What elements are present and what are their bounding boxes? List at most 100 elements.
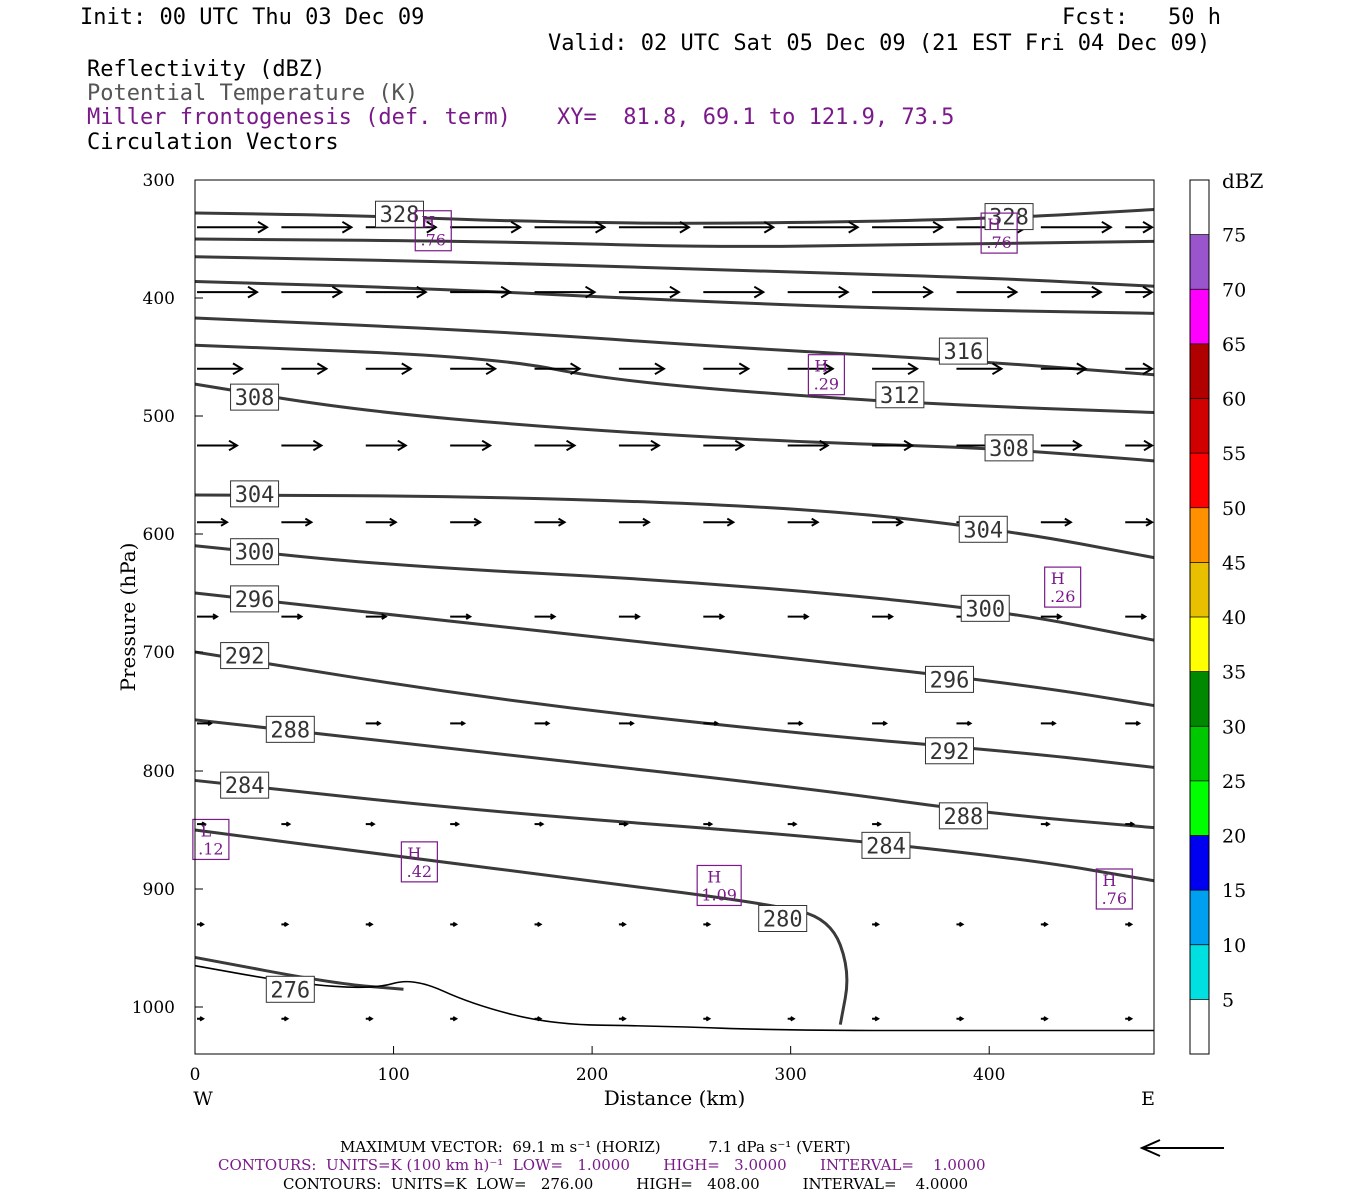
frontogenesis-box bbox=[1044, 566, 1082, 608]
colorbar-segment bbox=[1190, 671, 1209, 727]
vector-arrow bbox=[450, 720, 467, 727]
y-tick-label: 400 bbox=[143, 289, 175, 309]
vector-arrow bbox=[534, 362, 582, 376]
vector-head bbox=[669, 285, 681, 299]
vector-head bbox=[876, 821, 883, 827]
vector-head bbox=[207, 720, 213, 727]
theta-contour-304 bbox=[194, 493, 1155, 560]
vector-head bbox=[679, 220, 691, 234]
terrain-line bbox=[194, 964, 1154, 1032]
vector-arrow bbox=[787, 720, 804, 727]
theta-contour-280 bbox=[194, 828, 849, 1025]
vector-head bbox=[312, 439, 324, 452]
vector-head bbox=[1143, 439, 1154, 452]
vector-arrow bbox=[787, 613, 810, 620]
vector-arrow bbox=[703, 362, 751, 376]
x-axis-west-label: W bbox=[193, 1088, 213, 1110]
contour-label: 296 bbox=[930, 668, 970, 693]
vector-head bbox=[558, 517, 567, 527]
frontogenesis-value: .76 bbox=[421, 231, 446, 250]
vector-arrow bbox=[450, 439, 493, 452]
vector-arrow bbox=[618, 821, 629, 827]
vector-head bbox=[285, 821, 292, 827]
contour-label-box bbox=[960, 594, 1010, 622]
contour-label-box bbox=[220, 771, 270, 799]
vector-arrow bbox=[450, 821, 461, 827]
colorbar-segment bbox=[1190, 890, 1209, 945]
field-reflectivity: Reflectivity (dBZ) bbox=[87, 57, 326, 82]
contour-label-box bbox=[230, 538, 280, 566]
vector-arrow bbox=[281, 285, 344, 299]
vector-arrow bbox=[956, 921, 965, 928]
vector-head bbox=[811, 517, 820, 527]
vector-arrow bbox=[618, 1016, 627, 1022]
vector-arrow bbox=[618, 439, 661, 452]
vector-head bbox=[368, 921, 374, 928]
contour-label: 300 bbox=[965, 597, 1005, 622]
contour-label: 280 bbox=[763, 908, 803, 933]
vector-arrow bbox=[197, 921, 205, 928]
contour-label: 276 bbox=[270, 978, 310, 1003]
vector-head bbox=[1064, 517, 1073, 527]
colorbar-segment bbox=[1190, 343, 1209, 399]
vector-head bbox=[550, 613, 557, 620]
vector-arrow bbox=[872, 921, 881, 928]
vector-head bbox=[823, 362, 835, 376]
vector-arrow bbox=[618, 517, 651, 527]
cross-section-endpoints: XY= 81.8, 69.1 to 121.9, 73.5 bbox=[557, 105, 955, 130]
frontogenesis-kind: H bbox=[1051, 569, 1065, 588]
vector-head bbox=[370, 821, 376, 827]
theta-contour-unlabeled-3 bbox=[194, 279, 1155, 315]
colorbar-level-label: 50 bbox=[1222, 498, 1246, 520]
vector-head bbox=[790, 1016, 796, 1022]
x-tick-label: 100 bbox=[377, 1065, 409, 1085]
vector-arrow bbox=[197, 517, 229, 527]
contour-label: 296 bbox=[235, 588, 275, 613]
vector-head bbox=[304, 517, 314, 527]
theta-contour-unlabeled-2 bbox=[194, 255, 1155, 288]
vector-arrow bbox=[197, 285, 259, 299]
contour-label-box bbox=[230, 585, 280, 613]
vector-head bbox=[199, 921, 205, 928]
vector-arrow bbox=[1125, 720, 1142, 727]
vector-arrow bbox=[365, 439, 408, 452]
colorbar-segment bbox=[1190, 726, 1209, 781]
vector-arrow bbox=[1125, 1016, 1134, 1022]
contour-label-box bbox=[938, 337, 988, 365]
vector-arrow bbox=[281, 439, 324, 452]
vector-arrow bbox=[872, 720, 889, 727]
contour-label: 308 bbox=[235, 386, 275, 411]
vector-arrow bbox=[365, 921, 374, 928]
colorbar-level-label: 45 bbox=[1222, 552, 1246, 574]
vector-head bbox=[966, 720, 973, 727]
colorbar-title: dBZ bbox=[1222, 169, 1264, 193]
contour-label-box bbox=[875, 381, 925, 409]
vector-head bbox=[247, 285, 259, 299]
vector-arrow bbox=[703, 921, 712, 928]
vector-arrow bbox=[787, 439, 830, 452]
vector-arrow bbox=[1040, 613, 1063, 620]
vector-arrow bbox=[197, 362, 244, 376]
y-tick-label: 500 bbox=[143, 407, 175, 427]
vector-arrow bbox=[1125, 220, 1154, 234]
colorbar-segment bbox=[1190, 562, 1209, 617]
vector-arrow bbox=[1040, 921, 1049, 928]
colorbar-level-label: 10 bbox=[1222, 935, 1246, 957]
contour-label-box bbox=[924, 737, 974, 765]
vector-arrow bbox=[197, 821, 207, 827]
colorbar-level-label: 65 bbox=[1222, 334, 1246, 356]
vector-head bbox=[228, 439, 239, 452]
vector-head bbox=[397, 439, 408, 452]
vector-arrow bbox=[1040, 1016, 1049, 1022]
vector-arrow bbox=[618, 362, 666, 376]
frontogenesis-kind: L bbox=[201, 821, 212, 840]
frontogenesis-value: .12 bbox=[198, 839, 223, 858]
vector-arrow bbox=[281, 1016, 290, 1022]
vector-arrow bbox=[450, 285, 513, 299]
vector-arrow bbox=[450, 1016, 459, 1022]
theta-contour-316 bbox=[194, 316, 1155, 377]
vector-arrow bbox=[197, 220, 269, 234]
theta-contour-296 bbox=[194, 591, 1155, 708]
vector-arrow bbox=[450, 220, 523, 234]
vector-arrow bbox=[872, 220, 945, 234]
